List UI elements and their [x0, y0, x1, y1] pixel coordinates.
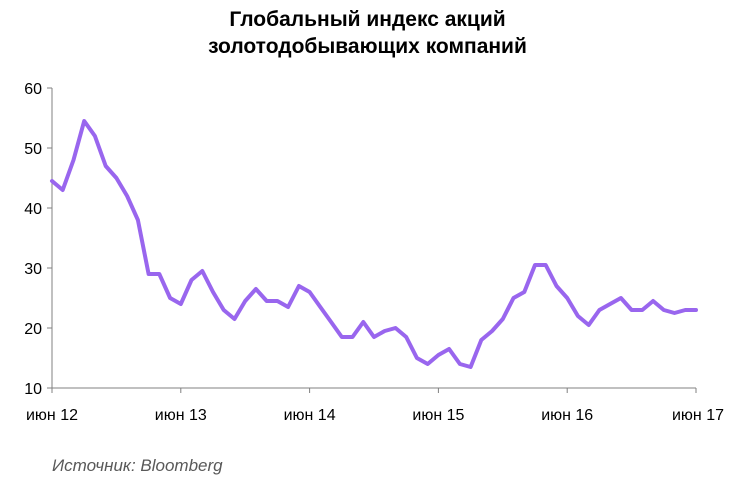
y-tick-label: 30: [24, 261, 42, 278]
data-point: [179, 302, 183, 306]
data-point: [544, 263, 548, 267]
data-point: [512, 296, 516, 300]
chart-title-line-2: золотодобывающих компаний: [208, 35, 527, 58]
data-point: [286, 305, 290, 309]
data-point: [72, 158, 76, 162]
data-point: [651, 299, 655, 303]
data-point: [619, 296, 623, 300]
data-point: [426, 362, 430, 366]
series-line: [50, 119, 698, 369]
data-point: [136, 218, 140, 222]
data-point: [297, 284, 301, 288]
data-point: [673, 311, 677, 315]
x-tick-label: июн 13: [155, 407, 207, 424]
data-point: [104, 164, 108, 168]
data-point: [404, 335, 408, 339]
x-tick-label: июн 15: [412, 407, 464, 424]
data-point: [93, 134, 97, 138]
data-point: [351, 335, 355, 339]
chart-title-line-1: Глобальный индекс акций: [229, 8, 506, 31]
data-point: [458, 362, 462, 366]
data-point: [436, 353, 440, 357]
data-point: [447, 347, 451, 351]
data-point: [640, 308, 644, 312]
y-tick-label: 40: [24, 201, 42, 218]
data-point: [340, 335, 344, 339]
data-point: [361, 320, 365, 324]
y-tick-label: 10: [24, 381, 42, 398]
data-point: [190, 278, 194, 282]
data-point: [114, 176, 118, 180]
data-point: [555, 284, 559, 288]
data-point: [61, 188, 65, 192]
y-tick-label: 20: [24, 321, 42, 338]
x-tick-label: июн 12: [26, 407, 78, 424]
data-point: [211, 290, 215, 294]
data-point: [275, 299, 279, 303]
x-tick-label: июн 14: [284, 407, 336, 424]
y-axis-ticks: 10 20 30 40 50 60: [24, 81, 52, 398]
x-tick-label: июн 17: [672, 407, 724, 424]
data-point: [394, 326, 398, 330]
data-point: [479, 338, 483, 342]
data-point: [608, 302, 612, 306]
data-point: [490, 329, 494, 333]
data-point: [233, 317, 237, 321]
data-point: [157, 272, 161, 276]
data-point: [254, 287, 258, 291]
data-point: [533, 263, 537, 267]
data-point: [147, 272, 151, 276]
data-point: [318, 305, 322, 309]
data-point: [372, 335, 376, 339]
data-point: [308, 290, 312, 294]
data-point: [587, 323, 591, 327]
data-point: [383, 329, 387, 333]
data-point: [630, 308, 634, 312]
data-point: [243, 299, 247, 303]
series-points: [50, 119, 698, 369]
data-point: [662, 308, 666, 312]
y-tick-label: 50: [24, 141, 42, 158]
data-point: [265, 299, 269, 303]
data-point: [597, 308, 601, 312]
data-point: [125, 194, 129, 198]
chart-title: Глобальный индекс акций золотодобывающих…: [0, 6, 735, 60]
data-point: [469, 365, 473, 369]
data-point: [222, 308, 226, 312]
data-point: [694, 308, 698, 312]
source-note: Источник: Bloomberg: [52, 456, 223, 475]
data-point: [50, 179, 54, 183]
x-tick-label: июн 16: [541, 407, 593, 424]
data-point: [683, 308, 687, 312]
data-point: [415, 356, 419, 360]
data-point: [82, 119, 86, 123]
y-tick-label: 60: [24, 81, 42, 98]
data-point: [522, 290, 526, 294]
data-point: [168, 296, 172, 300]
data-point: [329, 320, 333, 324]
data-point: [565, 296, 569, 300]
data-point: [576, 314, 580, 318]
data-point: [501, 317, 505, 321]
x-axis-ticks: июн 12 июн 13 июн 14 июн 15 июн 16 июн 17: [26, 388, 724, 424]
data-point: [200, 269, 204, 273]
